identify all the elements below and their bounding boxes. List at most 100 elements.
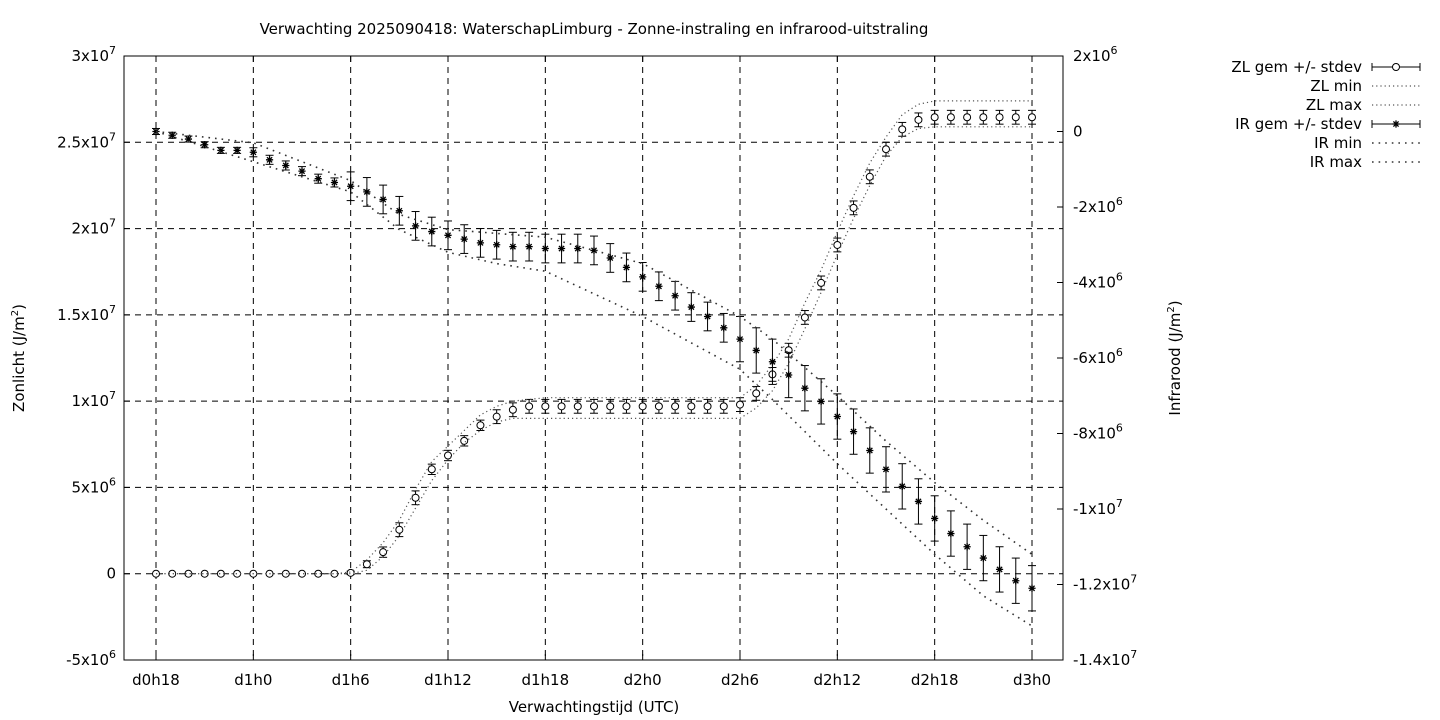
zl-gem-stdev-point [281, 569, 290, 578]
ir-gem-stdev-point [184, 135, 193, 143]
ir-gem-stdev-point [866, 446, 874, 455]
zl-gem-stdev-point [638, 402, 647, 411]
y2-tick-label-base: -1.4x10 [1073, 651, 1130, 669]
ir-gem-stdev-point [168, 131, 176, 139]
y2-tick-label-base: -8x10 [1073, 425, 1116, 443]
ir-gem-stdev-point [460, 235, 468, 243]
grid-lines [124, 56, 1063, 660]
ir-gem-stdev-point [817, 397, 825, 406]
tick-marks [124, 55, 1063, 661]
x-tick-label: d0h18 [132, 671, 180, 689]
y2-tick-labels: 2x1060-2x106-4x106-6x106-8x106-1x107-1.2… [1073, 44, 1137, 669]
y-tick-label-exp: 7 [109, 389, 116, 402]
ir-gem-stdev-point [768, 358, 777, 366]
y2-tick-label-exp: 7 [1130, 573, 1137, 586]
y-tick-label-base: 2x10 [71, 220, 109, 238]
ir-gem-stdev-point [622, 263, 631, 271]
zl-gem-stdev-point [444, 451, 452, 460]
legend-marker-zl-gem-stdev [1392, 63, 1400, 71]
zl-gem-stdev-point [330, 569, 339, 578]
zl-gem-stdev-point [233, 569, 242, 578]
y2-tick-label: -6x106 [1073, 346, 1123, 367]
ir-gem-stdev-point [931, 514, 939, 523]
ir-gem-stdev-point [509, 243, 517, 251]
y2-axis-label: Infrarood (J/m2) [1166, 300, 1184, 415]
y-tick-label-exp: 7 [109, 303, 116, 316]
zl-max-line [156, 100, 1032, 575]
zl-gem-stdev-point [1028, 113, 1036, 122]
ir-gem-stdev-point [687, 303, 695, 311]
y2-tick-label-exp: 7 [1116, 497, 1123, 510]
ir-gem-stdev-point [720, 324, 728, 332]
zl-gem-stdev-point [995, 113, 1004, 122]
zl-gem-stdev-point [427, 465, 436, 474]
ir-gem-stdev-point [655, 282, 663, 290]
ir-gem-stdev-point [493, 241, 501, 249]
ir-min-line [155, 130, 1033, 627]
plot-frame [123, 55, 1064, 661]
y2-tick-label: -1x107 [1073, 497, 1123, 518]
ir-gem-stdev-point [201, 141, 209, 149]
ir-gem-stdev-point [995, 565, 1004, 573]
y2-tick-label: 2x106 [1073, 44, 1118, 65]
zl-gem-stdev-point [379, 548, 388, 557]
y2-tick-label: -8x106 [1073, 422, 1123, 443]
zl-gem-stdev-point [411, 493, 420, 502]
zl-gem-stdev-point [703, 402, 712, 411]
y2-tick-label: -1.4x107 [1073, 648, 1137, 669]
x-tick-label: d2h6 [721, 671, 759, 689]
x-tick-labels: d0h18 d1h0 d1h6 d1h12 d1h18 d2h0 d2h6 d2h12 d2h1… [132, 671, 1051, 689]
ir-gem-stdev-point [606, 254, 614, 262]
y-tick-label-exp: 7 [109, 44, 116, 57]
ir-gem-stdev-point [639, 273, 647, 281]
zl-gem-stdev-point [865, 172, 874, 181]
zl-gem-stdev-point [573, 402, 582, 411]
y-tick-label: 0 [106, 565, 116, 583]
ir-gem-stdev-point [590, 246, 598, 255]
y-tick-label: -5x106 [66, 648, 116, 669]
zl-gem-stdev-point [849, 203, 858, 212]
y2-tick-label-base: -2x10 [1073, 198, 1116, 216]
ir-gem-stdev-point [1028, 584, 1036, 592]
y-tick-label-base: 2.5x10 [57, 133, 109, 151]
ir-max-line [155, 130, 1033, 555]
y2-axis-label-main: Infrarood (J/m [1166, 313, 1184, 416]
zl-gem-stdev-point [557, 402, 566, 411]
ir-gem-stdev-point [752, 346, 760, 355]
y-tick-label: 5x106 [71, 475, 116, 496]
ir-gem-stdev-point [411, 222, 420, 230]
legend-label-ir-min: IR min [1314, 134, 1362, 152]
y-axis-label-close: ) [10, 304, 28, 310]
zl-gem-stdev-point [833, 240, 842, 249]
zl-gem-stdev-point [492, 412, 501, 421]
y-tick-label-base: 1.5x10 [57, 306, 109, 324]
ir-gem-stdev-point [347, 182, 355, 190]
y-tick-label-exp: 6 [109, 648, 116, 661]
ir-gem-stdev-point [882, 465, 890, 473]
zl-gem-stdev-point [590, 402, 598, 411]
zl-gem-stdev-point [362, 560, 371, 569]
zl-gem-stdev-point [898, 125, 907, 134]
y2-tick-label-base: 2x10 [1073, 47, 1111, 65]
y-tick-label-exp: 7 [109, 130, 116, 143]
y2-tick-label-base: 0 [1073, 123, 1083, 141]
zl-gem-stdev-point [622, 402, 631, 411]
legend-label-ir-max: IR max [1310, 153, 1362, 171]
y2-tick-label-exp: 6 [1116, 271, 1123, 284]
ir-gem-stdev-point [947, 529, 955, 538]
zl-gem-stdev-point [395, 525, 404, 534]
x-tick-label: d2h0 [624, 671, 662, 689]
ir-gem-stdev-point [979, 554, 987, 562]
y-tick-label-exp: 6 [109, 475, 116, 488]
legend-label-zl-gem-stdev: ZL gem +/- stdev [1231, 58, 1362, 76]
y-axis-label-main: Zonlicht (J/m [10, 316, 28, 412]
x-tick-label: d2h18 [911, 671, 959, 689]
ir-gem-stdev-point [298, 167, 306, 175]
y-tick-label: 1.5x107 [57, 303, 116, 324]
y-tick-label: 3x107 [71, 44, 116, 65]
ir-gem-stdev-point [476, 239, 485, 247]
x-tick-label: d2h12 [813, 671, 861, 689]
zl-gem-stdev-point [184, 569, 193, 578]
y-tick-label-base: -5x10 [66, 651, 109, 669]
